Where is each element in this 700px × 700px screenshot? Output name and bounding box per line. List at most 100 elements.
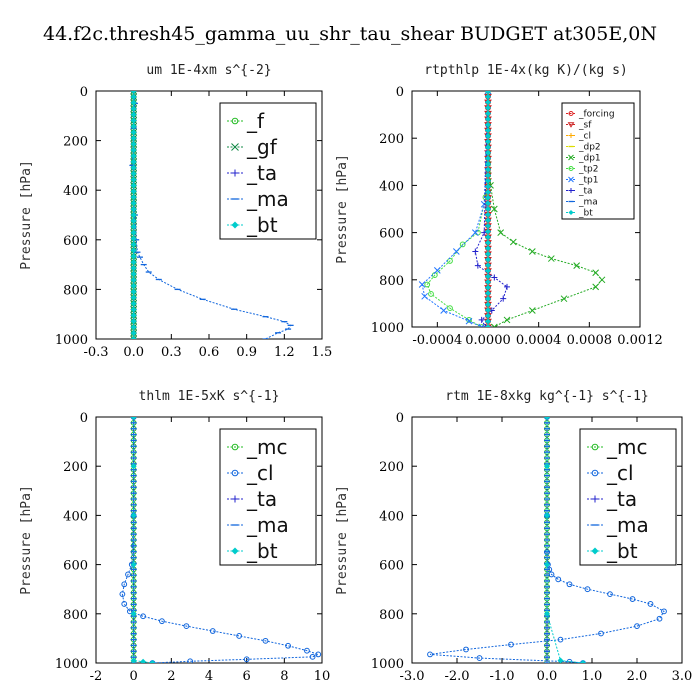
x-tick-label: 8: [280, 669, 288, 684]
data-point: [478, 316, 485, 323]
data-point: [130, 241, 137, 248]
data-point: [508, 641, 514, 648]
data-point: [485, 262, 491, 269]
data-point: [634, 623, 640, 629]
data-point: [485, 177, 491, 184]
legend-label: _mc: [606, 435, 647, 459]
series-line: [133, 417, 153, 663]
legend-label: _forcing: [578, 110, 615, 120]
data-point: [485, 183, 491, 190]
data-point: [130, 282, 137, 289]
x-tick-label: 0.0: [123, 345, 144, 360]
data-point: [130, 463, 137, 470]
y-tick-label: 400: [379, 509, 404, 524]
data-point: [485, 267, 491, 274]
x-tick-label: 1.2: [274, 345, 295, 360]
legend: _f_gf_ta_ma_bt: [219, 102, 317, 240]
y-tick-label: 800: [63, 283, 88, 298]
data-point: [573, 262, 581, 269]
data-point: [130, 288, 137, 295]
data-point: [485, 166, 491, 173]
data-point: [485, 206, 491, 212]
data-point: [580, 660, 586, 663]
data-point: [544, 561, 550, 568]
data-point: [130, 91, 138, 95]
data-point: [485, 155, 491, 162]
data-point: [130, 324, 137, 331]
data-point: [647, 601, 654, 607]
y-axis-label: Pressure [hPa]: [335, 485, 350, 595]
y-tick-label: 400: [63, 184, 88, 199]
data-point: [418, 281, 426, 288]
data-point: [598, 630, 604, 637]
panel-title: um 1E-4xm s^{-2}: [146, 63, 271, 78]
data-point: [544, 417, 550, 420]
legend-box: [219, 428, 317, 566]
data-point: [485, 144, 491, 151]
legend-marker: [591, 495, 599, 503]
x-tick-label: 10: [314, 669, 331, 684]
data-point: [130, 217, 137, 224]
data-point: [125, 571, 131, 578]
legend-marker: [568, 210, 574, 215]
data-point: [485, 189, 491, 196]
x-tick-label: 0.0004: [516, 333, 562, 348]
data-point: [485, 194, 491, 201]
data-point: [607, 591, 613, 598]
data-point: [584, 586, 591, 593]
data-point: [485, 104, 491, 111]
data-point: [656, 615, 663, 622]
data-point: [121, 581, 128, 588]
data-point: [126, 608, 133, 615]
data-point: [427, 651, 433, 658]
legend-marker: [231, 443, 239, 451]
data-point: [566, 581, 573, 588]
x-tick-label: 1.0: [582, 669, 603, 684]
legend-label: _bt: [246, 539, 278, 563]
legend-label: _tp2: [578, 165, 598, 175]
legend-label: _gf: [246, 135, 278, 159]
x-tick-label: -0.0004: [412, 333, 462, 348]
legend-label: _dp1: [578, 154, 601, 164]
series-line: [546, 417, 584, 663]
data-point: [485, 127, 491, 134]
data-point: [452, 248, 460, 255]
data-point: [304, 647, 310, 654]
data-point: [485, 110, 491, 117]
data-area: [129, 91, 294, 339]
data-point: [478, 323, 486, 327]
data-point: [187, 658, 194, 663]
data-point: [474, 262, 481, 269]
data-point: [485, 256, 491, 263]
data-point: [130, 259, 137, 266]
data-point: [482, 324, 489, 327]
data-point: [130, 235, 137, 242]
data-point: [130, 170, 137, 177]
data-point: [485, 234, 491, 241]
legend-box: [579, 428, 677, 566]
data-point: [485, 200, 491, 207]
x-tick-label: -2.0: [444, 669, 469, 684]
data-point: [130, 152, 137, 159]
legend-label: _ma: [606, 513, 649, 537]
data-point: [485, 279, 491, 286]
y-axis-label: Pressure [hPa]: [335, 154, 350, 264]
x-tick-label: 0.0012: [617, 333, 663, 348]
chart-panel-3: thlm 1E-5xK s^{-1} Pressure [hPa] 0 200 400 6…: [19, 389, 330, 684]
series-line: [421, 91, 489, 327]
data-point: [447, 258, 453, 264]
data-area: [427, 417, 667, 663]
data-point: [484, 91, 492, 95]
legend-marker: [231, 469, 239, 477]
data-point: [140, 613, 146, 620]
data-point: [130, 99, 137, 106]
data-point: [485, 91, 491, 94]
series-bt: [130, 417, 156, 663]
data-point: [130, 147, 137, 154]
data-point: [130, 417, 137, 420]
data-point: [544, 610, 550, 617]
data-point: [485, 217, 491, 224]
y-tick-label: 200: [379, 460, 404, 475]
data-point: [485, 93, 491, 100]
y-tick-label: 1000: [55, 333, 88, 348]
